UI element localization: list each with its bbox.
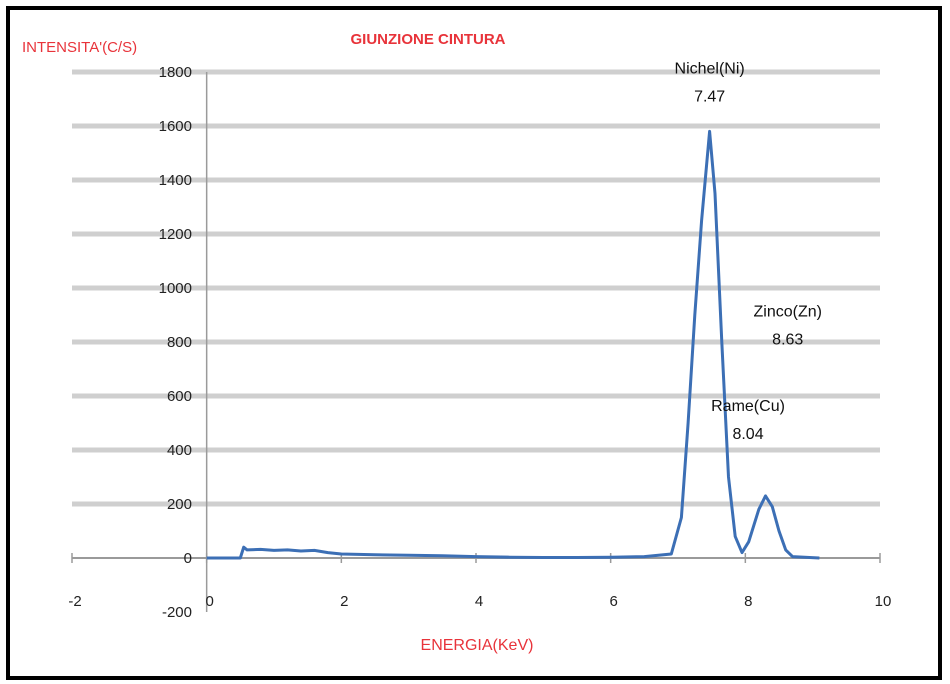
- annotation-value: 7.47: [694, 88, 725, 105]
- y-tick-label: 200: [167, 496, 192, 513]
- x-tick-label: 4: [475, 593, 483, 610]
- y-tick-label: -200: [162, 604, 192, 621]
- y-tick-label: 800: [167, 334, 192, 351]
- annotation-value: 8.63: [772, 331, 803, 348]
- x-tick-label: 8: [744, 593, 752, 610]
- y-tick-label: 400: [167, 442, 192, 459]
- y-tick-label: 0: [184, 550, 192, 567]
- series-line: [206, 129, 820, 560]
- y-tick-label: 1800: [159, 64, 192, 81]
- y-tick-label: 1200: [159, 226, 192, 243]
- x-axis-label: ENERGIA(KeV): [421, 637, 534, 654]
- x-tick-label: 10: [875, 593, 892, 610]
- chart-title: GIUNZIONE CINTURA: [351, 31, 506, 48]
- annotation-name: Zinco(Zn): [754, 303, 822, 320]
- x-tick-label: 6: [609, 593, 617, 610]
- x-tick-label: 0: [205, 593, 213, 610]
- annotation-value: 8.04: [732, 426, 763, 443]
- annotations: Nichel(Ni) 7.47 Zinco(Zn) 8.63 Rame(Cu) 8.04: [675, 60, 822, 443]
- y-tick-label: 1400: [159, 172, 192, 189]
- annotation-name: Nichel(Ni): [675, 60, 745, 77]
- x-axis: -2 0 2 4 6 8 10: [68, 72, 891, 612]
- x-tick-label: -2: [68, 593, 81, 610]
- annotation-name: Rame(Cu): [711, 398, 785, 415]
- y-tick-label: 1000: [159, 280, 192, 297]
- x-tick-label: 2: [340, 593, 348, 610]
- y-tick-label: 600: [167, 388, 192, 405]
- y-axis-label: INTENSITA'(C/S): [22, 39, 137, 56]
- y-ticks: -200 0 200 400 600 800 1000 1200 1400 1600 1800: [159, 64, 192, 621]
- series: [206, 129, 820, 560]
- y-tick-label: 1600: [159, 118, 192, 135]
